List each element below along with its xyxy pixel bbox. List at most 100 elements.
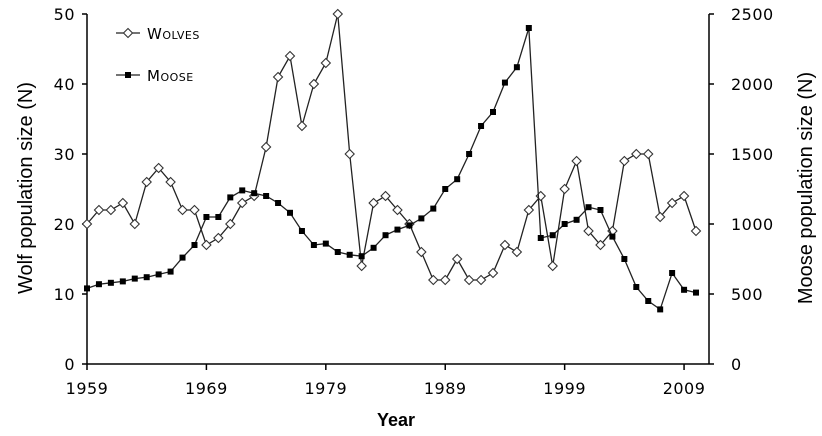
wolves-point [463,274,475,286]
moose-point [406,222,413,229]
wolves-point [380,190,391,202]
moose-point [537,235,544,241]
wolves-point [332,8,344,20]
moose-point [155,271,162,278]
wolves-point [595,239,606,251]
moose-point [501,79,508,86]
left-tick-label: 10 [54,285,75,304]
wolves-point [392,204,403,216]
left-tick-label: 50 [54,5,75,24]
wolves-point [619,155,630,167]
moose-point [310,242,317,248]
wolves-point [225,218,236,230]
moose-point [107,279,114,286]
wolves-point [153,162,164,174]
wolves-point [666,197,678,209]
moose-point [95,281,102,288]
wolves-point [583,225,594,237]
right-tick-label: 500 [731,285,763,304]
wolves-point [559,183,570,195]
wolves-point [475,274,487,286]
moose-point [549,232,556,239]
moose-point [478,123,485,129]
moose-point [239,187,246,194]
series-line-wolves [86,13,697,281]
wolves-point [117,197,129,209]
moose-point [179,254,186,261]
wolves-point [690,225,702,237]
series-moose [84,25,699,313]
wolves-point [189,204,200,216]
wolves-point [105,204,117,216]
moose-point [275,200,282,206]
moose-point [215,214,222,220]
wolves-point [93,204,105,216]
moose-point [657,306,664,313]
wolves-point [428,274,439,286]
moose-point [394,226,401,233]
moose-point [645,298,652,304]
moose-point [597,207,604,213]
moose-point [167,268,174,275]
x-tick-label: 2009 [663,379,706,398]
moose-point [334,249,341,255]
wolves-point [296,120,308,132]
moose-point [322,240,329,247]
moose-point [203,214,210,220]
left-tick-label: 0 [64,355,75,374]
moose-point [131,275,138,282]
moose-point [525,25,532,31]
moose-point [358,253,365,260]
moose-point [693,289,699,296]
series-layer [81,8,702,313]
left-tick-label: 20 [54,215,75,234]
wolves-point [213,232,224,244]
moose-point [490,109,496,115]
moose-point [263,193,270,199]
x-tick-label: 1959 [66,379,109,398]
wolves-point [571,155,582,167]
wolves-point [356,260,367,272]
right-tick-label: 2500 [731,5,774,24]
moose-point [418,215,425,222]
series-line-moose [86,27,697,311]
right-tick-label: 1000 [731,215,774,234]
wolves-point [284,50,296,62]
right-tick-label: 2000 [731,75,774,94]
moose-point [442,186,449,192]
moose-point [251,190,258,197]
moose-point [298,228,305,234]
x-tick-label: 1969 [185,379,228,398]
wolves-point [177,204,188,216]
wolves-point [236,197,248,209]
wolves-point [547,260,558,272]
wolves-point [678,190,690,202]
moose-point [84,285,90,292]
wolves-point [368,197,379,209]
wolves-point [260,141,272,153]
wolves-point [320,57,332,69]
wolves-point [642,148,654,160]
wolves-point [308,78,320,90]
wolves-point [654,211,666,223]
moose-point [466,151,473,157]
left-axis-title: Wolf population size (N) [15,82,37,294]
wolves-point [141,176,152,188]
moose-point [513,64,520,71]
wolves-point [129,218,141,230]
moose-point [621,256,628,262]
moose-point [561,221,568,227]
right-axis-title: Moose population size (N) [795,72,817,304]
wolves-point [451,253,463,265]
left-tick-label: 40 [54,75,75,94]
legend-marker-moose [125,72,131,78]
x-tick-label: 1979 [304,379,347,398]
moose-point [191,242,198,248]
wolves-point [272,71,284,83]
moose-point [430,205,437,212]
moose-point [669,270,676,276]
x-tick-label: 1989 [424,379,467,398]
moose-point [573,216,580,223]
moose-point [227,194,234,201]
